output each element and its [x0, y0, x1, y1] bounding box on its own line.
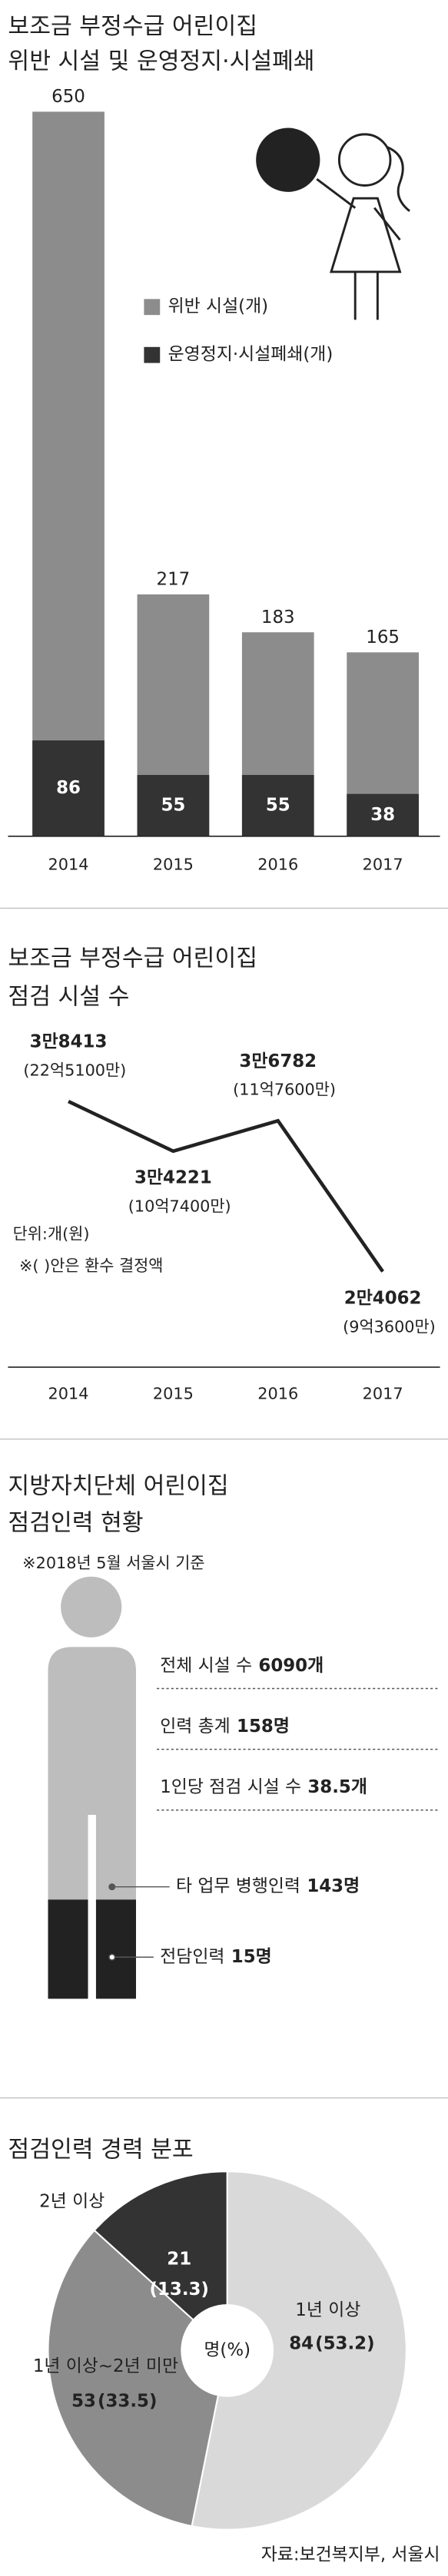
data-label: 3만8413: [30, 1032, 108, 1052]
data-label: 84: [289, 2334, 314, 2354]
source: 자료:보건복지부, 서울시: [261, 2545, 440, 2564]
data-label: 3만4221: [134, 1168, 212, 1188]
data-label: 3만6782: [239, 1051, 317, 1071]
x-tick-label: 2017: [363, 1384, 403, 1402]
row-label: 전담인력: [160, 1947, 224, 1967]
percent-label: (33.5): [98, 2392, 157, 2412]
data-label: 86: [56, 778, 81, 798]
data-label: 183: [261, 608, 295, 627]
pie-slice: [93, 2170, 228, 2353]
person-figure: [48, 1576, 136, 1999]
data-label: 53: [71, 2392, 96, 2412]
x-tick-label: 2017: [363, 855, 403, 873]
category-label: 2년 이상: [39, 2191, 105, 2211]
bar: [137, 775, 210, 836]
row-value: 15명: [231, 1947, 272, 1967]
refund-label: (22억5100만): [23, 1061, 126, 1080]
data-label: 650: [51, 87, 85, 107]
legend-swatch: [144, 346, 161, 363]
line: [68, 1100, 385, 1273]
refund-label: (10억7400만): [128, 1197, 231, 1216]
category-label: 1년 이상: [295, 2300, 360, 2320]
chart-title: 위반 시설 및 운영정지·시설폐쇄: [8, 48, 314, 75]
illustration: [256, 127, 410, 320]
x-tick-label: 2014: [48, 1384, 89, 1402]
refund-label: (11억7600만): [233, 1081, 336, 1099]
chart-title: 보조금 부정수급 어린이집: [8, 945, 257, 972]
section-title: 점검인력 현황: [8, 1510, 143, 1537]
chart-title: 점검 시설 수: [8, 984, 129, 1011]
percent-label: (13.3): [150, 2280, 209, 2300]
row-value: 6090개: [258, 1656, 324, 1676]
x-tick-label: 2014: [48, 855, 89, 873]
legend-label: 위반 시설(개): [168, 296, 268, 316]
note: ※2018년 5월 서울시 기준: [22, 1554, 204, 1572]
data-label: 55: [161, 795, 185, 815]
chart-title: 보조금 부정수급 어린이집: [8, 13, 257, 40]
row-label: 1인당 점검 시설 수: [160, 1777, 301, 1797]
data-label: 21: [167, 2249, 191, 2269]
x-tick-label: 2015: [153, 1384, 194, 1402]
row-label: 전체 시설 수: [160, 1656, 252, 1676]
note: ※( )안은 환수 결정액: [19, 1257, 163, 1275]
pie-slice: [47, 2229, 228, 2528]
x-tick-label: 2016: [257, 855, 298, 873]
bar: [347, 793, 419, 836]
data-label: 55: [266, 795, 290, 815]
chart-title: 점검인력 경력 분포: [8, 2137, 193, 2164]
note: 단위:개(원): [13, 1224, 90, 1243]
legend-swatch: [144, 299, 161, 316]
row-value: 158명: [237, 1717, 290, 1737]
section-title: 지방자치단체 어린이집: [8, 1473, 228, 1500]
legend-label: 운영정지·시설폐쇄(개): [168, 345, 334, 365]
data-label: 2만4062: [344, 1289, 422, 1309]
pie-slice: [191, 2170, 407, 2531]
bar: [241, 775, 314, 836]
center-label: 명(%): [204, 2340, 251, 2360]
x-tick-label: 2016: [257, 1384, 298, 1402]
row-label: 인력 총계: [160, 1717, 231, 1737]
data-label: 165: [366, 627, 400, 647]
bar: [32, 111, 105, 836]
refund-label: (9억3600만): [343, 1317, 436, 1336]
data-label: 217: [157, 570, 191, 590]
row-value: 143명: [307, 1876, 360, 1896]
x-tick-label: 2015: [153, 855, 194, 873]
bar: [32, 740, 105, 836]
percent-label: (53.2): [315, 2334, 374, 2354]
row-label: 타 업무 병행인력: [176, 1876, 300, 1896]
category-label: 1년 이상~2년 미만: [33, 2356, 178, 2376]
leader-lines: [108, 1687, 440, 1961]
row-value: 38.5개: [307, 1777, 367, 1797]
pie-center: [181, 2304, 274, 2397]
data-label: 38: [370, 805, 395, 825]
